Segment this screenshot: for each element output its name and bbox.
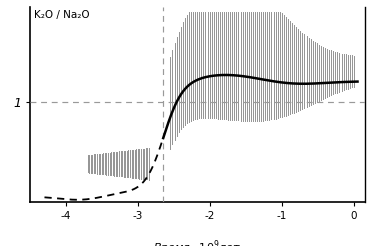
Text: K₂O / Na₂O: K₂O / Na₂O <box>34 10 89 20</box>
Text: $\mathit{Время,\ 10^9лет}$: $\mathit{Время,\ 10^9лет}$ <box>153 239 241 246</box>
